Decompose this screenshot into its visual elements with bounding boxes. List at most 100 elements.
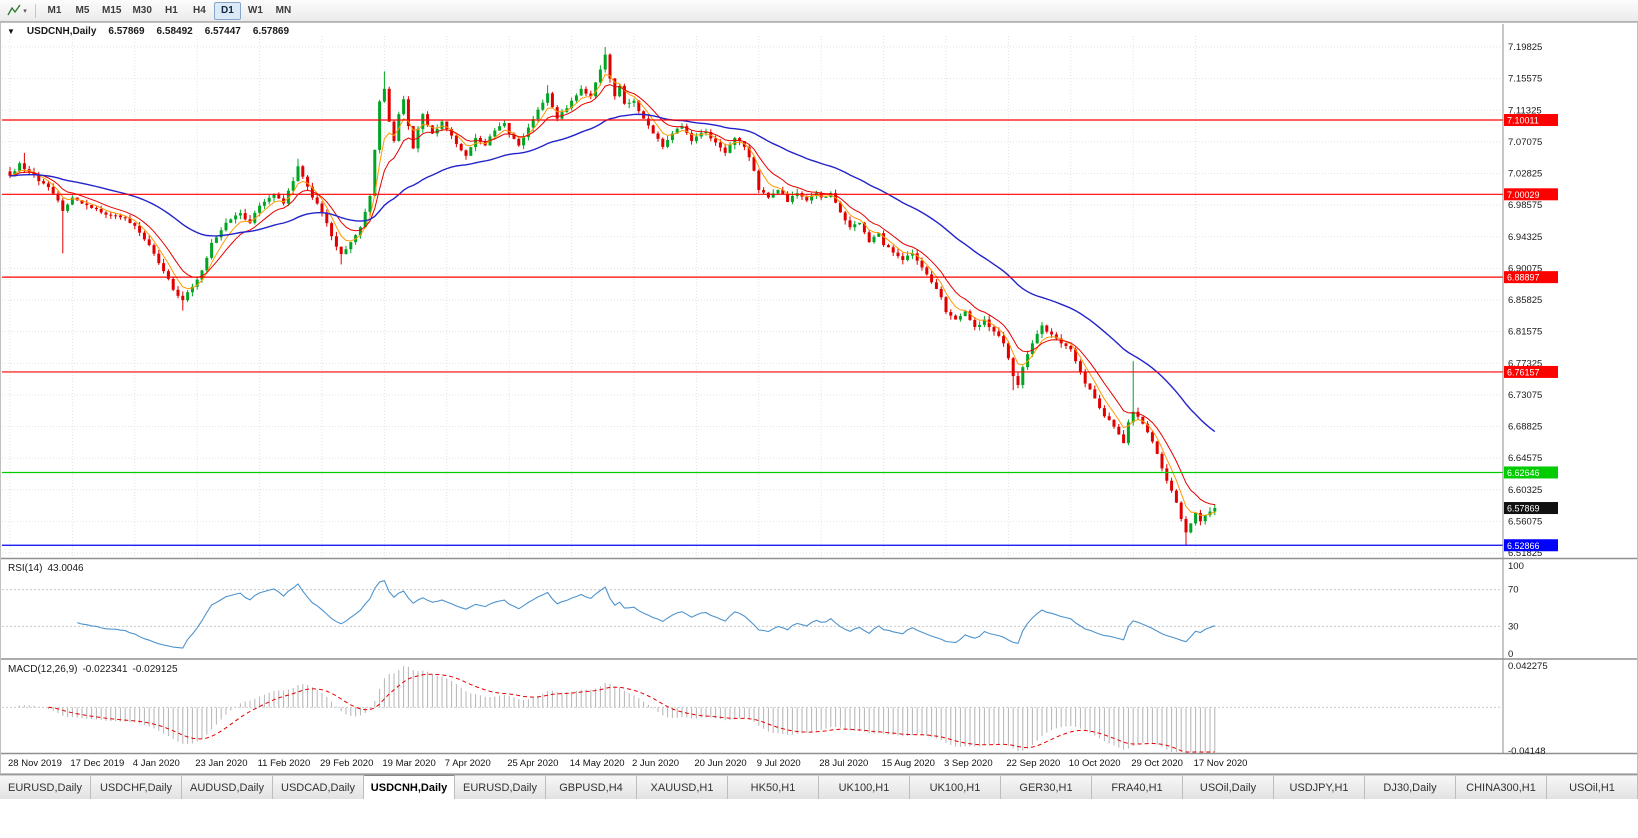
timeframe-toolbar: M1 M5 M15 M30 H1 H4 D1 W1 MN: [41, 1, 297, 20]
candle-body: [694, 136, 698, 141]
candle-body: [210, 242, 214, 258]
candle-body: [61, 200, 65, 211]
chart-tab-label: USOil,H1: [1569, 781, 1615, 794]
collapse-icon[interactable]: ▼: [7, 27, 15, 36]
timeframe-button-w1[interactable]: W1: [242, 2, 269, 20]
timeframe-button-h4[interactable]: H4: [186, 2, 213, 20]
timeframe-button-m1[interactable]: M1: [41, 2, 68, 20]
candle-body: [138, 225, 142, 233]
candle-body: [18, 163, 22, 172]
candle-body: [973, 320, 977, 327]
chart-tab-eurusd-daily[interactable]: EURUSD,Daily: [0, 775, 91, 799]
price-badge: [1504, 502, 1558, 515]
candle-body: [382, 88, 386, 102]
candle-body: [738, 137, 742, 142]
candle-body: [954, 315, 958, 320]
chart-tab-usoil-h1[interactable]: USOil,H1: [1547, 775, 1638, 799]
candle-body: [757, 170, 761, 191]
chart-symbol-title: USDCNH,Daily: [26, 26, 97, 37]
chart-tab-uk100-h1[interactable]: UK100,H1: [819, 775, 910, 799]
candle-body: [1040, 325, 1044, 334]
candle-body: [574, 95, 578, 101]
chart-tab-label: GER30,H1: [1019, 781, 1073, 794]
candle-body: [622, 85, 626, 104]
candle-body: [51, 187, 55, 194]
timeframe-button-h1[interactable]: H1: [158, 2, 185, 20]
date-axis-label: 3 Sep 2020: [944, 758, 993, 769]
timeframe-button-mn[interactable]: MN: [270, 2, 297, 20]
chart-tab-dj30-daily[interactable]: DJ30,Daily: [1365, 775, 1456, 799]
candle-body: [42, 181, 46, 184]
candle-body: [363, 211, 367, 228]
candle-body: [339, 246, 343, 255]
candle-body: [1059, 338, 1063, 344]
candle-body: [656, 133, 660, 139]
candle-body: [1117, 426, 1121, 435]
chart-tab-china300-h1[interactable]: CHINA300,H1: [1456, 775, 1547, 799]
candle-body: [445, 121, 449, 130]
candle-body: [1045, 325, 1049, 332]
candle-body: [1035, 333, 1039, 344]
ohlc-close: 6.57869: [252, 26, 290, 37]
candle-body: [258, 205, 262, 213]
chart-tab-usoil-daily[interactable]: USOil,Daily: [1183, 775, 1274, 799]
chart-tab-ger30-h1[interactable]: GER30,H1: [1001, 775, 1092, 799]
candle-body: [114, 215, 118, 217]
chart-tab-label: XAUUSD,H1: [650, 781, 714, 794]
chart-tab-usdjpy-h1[interactable]: USDJPY,H1: [1274, 775, 1365, 799]
candle-body: [8, 171, 12, 176]
candle-body: [118, 215, 122, 218]
candle-body: [968, 311, 972, 321]
chart-tab-audusd-daily[interactable]: AUDUSD,Daily: [182, 775, 273, 799]
timeframe-button-m15[interactable]: M15: [97, 2, 126, 20]
chart-tab-xauusd-h1[interactable]: XAUUSD,H1: [637, 775, 728, 799]
candle-body: [22, 163, 26, 170]
chart-tab-label: UK100,H1: [838, 781, 890, 794]
candle-body: [526, 127, 530, 138]
candle-body: [819, 193, 823, 198]
chart-tab-usdcad-daily[interactable]: USDCAD,Daily: [273, 775, 364, 799]
chart-tab-hk50-h1[interactable]: HK50,H1: [728, 775, 819, 799]
chart-canvas[interactable]: 7.19825 7.15575 7.11325 7.07075 7.02825 6.985…: [0, 22, 1638, 774]
date-axis-label: 15 Aug 2020: [882, 758, 935, 769]
candle-body: [838, 202, 842, 213]
candle-body: [512, 133, 516, 139]
candle-body: [205, 257, 209, 271]
candle-body: [925, 267, 929, 275]
candle-body: [877, 233, 881, 237]
rsi-axis-label: 70: [1508, 585, 1519, 596]
chart-tab-gbpusd-h4[interactable]: GBPUSD,H4: [546, 775, 637, 799]
price-axis-label: 7.11325: [1508, 105, 1542, 116]
date-axis-label: 23 Jan 2020: [195, 758, 247, 769]
chart-tab-label: AUDUSD,Daily: [190, 781, 264, 794]
candle-body: [392, 121, 396, 141]
candle-body: [810, 195, 814, 201]
timeframe-button-m30[interactable]: M30: [127, 2, 156, 20]
candle-body: [214, 237, 218, 243]
candle-body: [330, 223, 334, 237]
candle-body: [906, 255, 910, 261]
date-axis-label: 28 Nov 2019: [8, 758, 62, 769]
date-axis-label: 17 Nov 2020: [1194, 758, 1248, 769]
candle-body: [1016, 376, 1020, 386]
candle-body: [99, 209, 103, 213]
candle-body: [37, 175, 41, 182]
chart-tab-usdchf-daily[interactable]: USDCHF,Daily: [91, 775, 182, 799]
chart-tab-eurusd-daily[interactable]: EURUSD,Daily: [455, 775, 546, 799]
candle-body: [944, 297, 948, 313]
timeframe-button-d1[interactable]: D1: [213, 1, 241, 20]
candle-body: [555, 107, 559, 119]
chart-cursor-icon[interactable]: ▾: [4, 2, 30, 20]
chart-tab-uk100-h1[interactable]: UK100,H1: [910, 775, 1001, 799]
candle-body: [685, 126, 689, 133]
timeframe-button-m5[interactable]: M5: [69, 2, 96, 20]
candle-body: [133, 223, 137, 226]
chart-tab-usdcnh-daily[interactable]: USDCNH,Daily: [364, 775, 455, 799]
candle-body: [190, 286, 194, 293]
candle-body: [1136, 411, 1140, 417]
chart-tab-fra40-h1[interactable]: FRA40,H1: [1092, 775, 1183, 799]
candle-body: [762, 190, 766, 193]
candle-body: [469, 147, 473, 156]
candle-body: [886, 245, 890, 248]
candle-body: [627, 102, 631, 104]
